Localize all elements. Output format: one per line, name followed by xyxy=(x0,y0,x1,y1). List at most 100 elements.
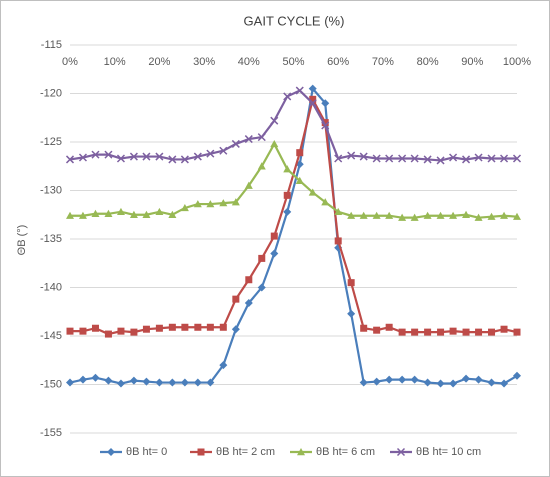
x-tick-label: 90% xyxy=(461,56,483,68)
data-point xyxy=(436,156,445,165)
data-point xyxy=(410,213,419,221)
data-point xyxy=(423,211,432,219)
data-point xyxy=(372,377,381,386)
data-point xyxy=(437,328,445,336)
data-point xyxy=(206,149,215,158)
data-point xyxy=(130,328,138,336)
data-point xyxy=(65,155,75,164)
data-point xyxy=(423,378,432,387)
data-point xyxy=(155,324,163,332)
data-point xyxy=(66,211,74,219)
data-point xyxy=(91,150,100,159)
data-point xyxy=(181,323,189,331)
data-point xyxy=(78,375,87,384)
data-point xyxy=(244,135,253,144)
data-point xyxy=(500,325,508,333)
data-point xyxy=(142,377,151,386)
data-point xyxy=(436,379,445,388)
data-point xyxy=(283,92,292,101)
data-point xyxy=(232,295,240,303)
data-point xyxy=(512,154,522,163)
data-point xyxy=(180,378,189,387)
data-point xyxy=(436,211,445,219)
data-point xyxy=(449,211,458,219)
data-point xyxy=(78,211,87,219)
data-point xyxy=(104,330,112,338)
data-point xyxy=(295,86,304,95)
data-point xyxy=(321,119,329,127)
data-point xyxy=(359,211,368,219)
data-point xyxy=(385,323,393,331)
y-tick-label: -145 xyxy=(40,330,62,342)
legend-marker xyxy=(297,448,305,456)
data-point xyxy=(155,207,164,216)
data-point xyxy=(142,325,150,333)
data-point xyxy=(359,152,368,161)
data-point xyxy=(66,378,74,387)
y-tick-label: -120 xyxy=(40,87,62,99)
data-point xyxy=(104,209,113,217)
data-point xyxy=(258,254,266,262)
data-point xyxy=(104,376,113,385)
data-point xyxy=(245,276,253,284)
data-point xyxy=(500,154,509,163)
data-point xyxy=(129,210,138,218)
data-point xyxy=(283,191,291,199)
data-point xyxy=(104,150,113,159)
x-tick-label: 70% xyxy=(372,56,394,68)
series-line xyxy=(69,89,517,162)
data-point xyxy=(244,299,253,308)
data-point xyxy=(78,153,87,162)
data-point xyxy=(398,328,406,336)
data-point xyxy=(116,207,125,216)
data-point xyxy=(308,188,317,196)
data-point xyxy=(449,327,457,335)
data-point xyxy=(347,309,356,318)
data-point xyxy=(308,84,317,93)
data-point xyxy=(321,99,330,108)
data-point xyxy=(487,154,496,163)
data-point xyxy=(231,325,240,334)
data-point xyxy=(411,328,419,336)
data-point xyxy=(513,328,521,336)
data-point xyxy=(180,203,189,212)
data-point xyxy=(385,211,394,219)
x-tick-label: 0% xyxy=(62,56,78,68)
data-point xyxy=(91,209,100,217)
data-point xyxy=(283,207,292,216)
data-point xyxy=(474,375,483,384)
data-point xyxy=(244,181,253,189)
data-point xyxy=(206,323,214,331)
data-point xyxy=(66,327,74,335)
data-point xyxy=(270,116,279,125)
data-point xyxy=(219,199,228,207)
data-point xyxy=(168,323,176,331)
data-point xyxy=(334,237,342,245)
data-point xyxy=(487,378,496,387)
data-point xyxy=(347,151,356,160)
data-point xyxy=(219,146,228,155)
data-point xyxy=(424,328,432,336)
data-point xyxy=(321,121,330,130)
data-point xyxy=(168,378,177,387)
x-tick-label: 50% xyxy=(282,56,304,68)
legend-marker xyxy=(197,448,205,456)
legend-marker xyxy=(107,448,115,456)
data-point xyxy=(91,324,99,332)
data-point xyxy=(372,154,381,163)
y-tick-label: -135 xyxy=(40,233,62,245)
x-tick-label: 60% xyxy=(327,56,349,68)
data-point xyxy=(295,176,304,184)
legend-marker xyxy=(396,447,406,457)
x-tick-label: 80% xyxy=(417,56,439,68)
data-point xyxy=(206,378,215,387)
data-point xyxy=(449,153,458,162)
data-point xyxy=(398,213,407,221)
data-point xyxy=(423,155,432,164)
y-tick-label: -130 xyxy=(40,184,62,196)
x-tick-label: 20% xyxy=(148,56,170,68)
data-point xyxy=(360,324,368,332)
data-point xyxy=(398,375,407,384)
data-point xyxy=(231,139,240,148)
